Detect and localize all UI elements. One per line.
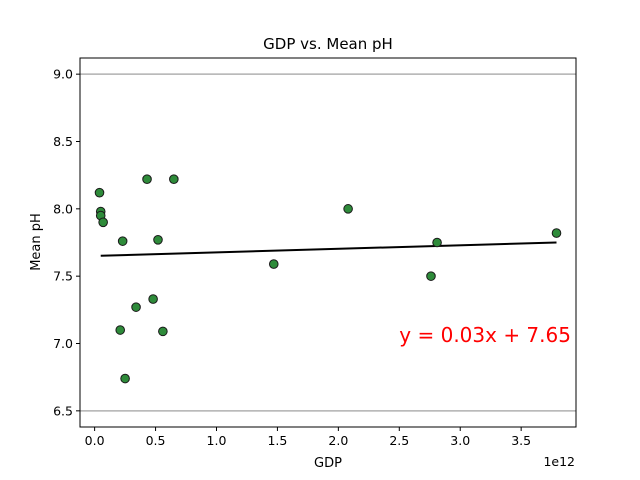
x-tick-label: 1.0 [207, 433, 227, 448]
y-tick-label: 6.5 [53, 403, 73, 418]
x-axis-label: GDP [314, 456, 342, 471]
x-tick-label: 3.5 [511, 433, 531, 448]
y-tick-label: 8.5 [53, 134, 73, 149]
x-tick-label: 3.0 [450, 433, 470, 448]
plot-frame [79, 57, 577, 428]
y-tick-label: 7.0 [53, 336, 73, 351]
y-axis-label: Mean pH [29, 213, 44, 271]
data-point [120, 373, 130, 384]
fit-line-group [100, 241, 557, 257]
data-point [551, 228, 562, 238]
data-point [268, 259, 279, 269]
data-point [158, 326, 168, 337]
data-point [148, 294, 158, 304]
chart-title: GDP vs. Mean pH [263, 35, 393, 53]
data-points [94, 174, 562, 384]
data-point [169, 174, 179, 185]
x-tick-label: 0.5 [146, 433, 166, 448]
data-point [153, 235, 163, 245]
data-point [426, 271, 436, 281]
data-point [432, 237, 442, 248]
x-tick-label: 0.0 [85, 433, 105, 448]
annotation-group: y = 0.03x + 7.65 [399, 323, 571, 347]
data-point [117, 236, 128, 246]
fit-line [100, 241, 557, 257]
data-point [131, 302, 141, 312]
x-tick-label: 1.5 [267, 433, 287, 448]
fit-equation-label: y = 0.03x + 7.65 [399, 323, 571, 347]
data-point [142, 174, 152, 185]
data-point [94, 187, 105, 198]
y-tick-label: 9.0 [53, 67, 73, 82]
y-tick-label: 7.5 [53, 269, 73, 284]
x-tick-label: 2.0 [328, 433, 348, 448]
x-axis-scale-label: 1e12 [543, 454, 575, 469]
x-tick-label: 2.5 [389, 433, 409, 448]
data-point [115, 325, 126, 335]
x-axis-ticks: 0.0 0.5 1.0 1.5 2.0 2.5 3.0 3.5 [85, 427, 531, 448]
reference-lines [80, 73, 576, 412]
data-point [343, 204, 353, 214]
y-tick-label: 8.0 [53, 201, 73, 216]
data-point [98, 217, 108, 228]
y-axis-ticks: 6.5 7.0 7.5 8.0 8.5 9.0 [53, 67, 80, 418]
